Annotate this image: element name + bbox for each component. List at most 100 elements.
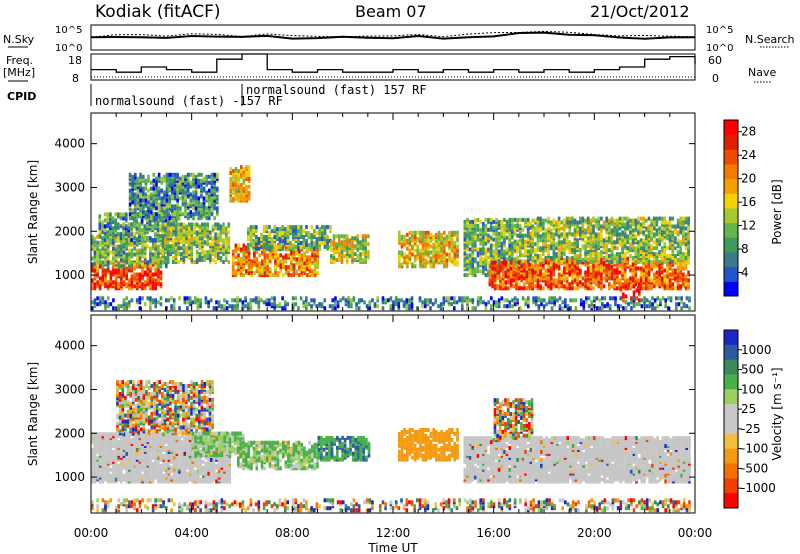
range-time-cell (529, 253, 533, 258)
range-time-cell (663, 284, 667, 289)
range-time-cell (340, 234, 344, 239)
range-time-cell (130, 222, 133, 227)
range-time-cell (637, 266, 640, 271)
range-time-cell (474, 227, 477, 232)
range-time-cell (589, 218, 593, 223)
range-time-cell (96, 268, 99, 273)
range-time-cell (513, 217, 517, 222)
range-time-cell (511, 251, 514, 256)
range-time-cell (313, 240, 316, 245)
range-time-cell (149, 246, 152, 251)
range-time-cell (224, 240, 228, 245)
range-time-cell (539, 260, 542, 265)
range-time-cell (684, 220, 688, 225)
range-time-cell (128, 268, 131, 273)
range-time-cell (109, 260, 113, 265)
range-time-cell (284, 238, 287, 243)
range-time-cell (114, 212, 117, 217)
range-time-cell (192, 194, 195, 199)
range-time-cell (565, 238, 569, 243)
range-time-cell (286, 225, 290, 230)
range-time-cell (222, 252, 225, 257)
range-time-cell (450, 256, 454, 261)
range-time-cell (629, 242, 632, 247)
range-time-cell (525, 272, 529, 277)
range-time-cell (125, 302, 128, 307)
range-time-cell (613, 240, 616, 245)
range-time-cell (217, 232, 220, 237)
range-time-cell (584, 248, 587, 253)
range-time-cell (128, 188, 132, 193)
range-time-cell (252, 225, 255, 230)
range-time-cell (302, 229, 306, 234)
range-time-cell (479, 247, 482, 252)
range-time-cell (663, 278, 667, 283)
range-time-cell (315, 231, 319, 236)
range-time-cell (237, 194, 240, 199)
range-time-cell (193, 240, 196, 245)
range-time-cell (139, 194, 142, 199)
range-time-cell (523, 286, 526, 291)
range-time-cell (600, 242, 603, 247)
range-time-cell (217, 222, 220, 227)
range-time-cell (526, 217, 530, 222)
range-time-cell (468, 227, 472, 232)
range-time-cell (139, 172, 142, 177)
range-time-cell (232, 169, 235, 174)
range-time-cell (584, 240, 587, 245)
range-time-cell (647, 264, 651, 269)
range-time-cell (179, 206, 182, 211)
range-time-cell (130, 252, 134, 257)
range-time-cell (493, 266, 497, 271)
range-time-cell (684, 274, 688, 279)
range-time-cell (217, 236, 220, 241)
range-time-cell (96, 296, 99, 301)
range-time-cell (289, 240, 292, 245)
range-time-cell (645, 242, 648, 247)
range-time-cell (638, 282, 641, 287)
range-time-cell (187, 238, 191, 243)
range-time-cell (507, 286, 510, 291)
range-time-cell (479, 255, 482, 260)
range-time-cell (536, 262, 540, 267)
range-time-cell (650, 226, 653, 231)
range-time-cell (534, 242, 537, 247)
range-time-cell (413, 248, 417, 253)
range-time-cell (213, 192, 216, 197)
range-time-cell (203, 254, 207, 259)
range-time-cell (151, 238, 154, 243)
range-time-cell (679, 256, 682, 260)
range-time-cell (241, 300, 245, 305)
range-time-cell (188, 296, 192, 301)
range-time-cell (141, 244, 144, 249)
range-time-cell (276, 244, 279, 249)
range-time-cell (671, 224, 675, 229)
range-time-cell (515, 268, 518, 273)
range-time-cell (549, 228, 553, 233)
range-time-cell (257, 304, 261, 309)
range-time-cell (427, 242, 430, 247)
range-time-cell (492, 255, 496, 260)
range-time-cell (631, 228, 635, 233)
range-time-cell (196, 304, 200, 309)
range-time-cell (131, 200, 134, 205)
range-time-cell (245, 255, 248, 260)
range-time-cell (179, 184, 182, 189)
range-time-cell (136, 212, 140, 217)
range-time-cell (144, 178, 148, 183)
range-time-cell (91, 240, 94, 245)
range-time-cell (563, 258, 566, 262)
range-time-cell (613, 260, 616, 264)
range-time-cell (403, 252, 406, 257)
range-time-cell (684, 232, 688, 237)
range-time-cell (182, 236, 186, 241)
range-time-cell (684, 256, 688, 260)
range-time-cell (655, 222, 659, 227)
range-time-cell (281, 231, 284, 236)
range-time-cell (679, 262, 682, 267)
range-time-cell (629, 236, 632, 241)
range-time-cell (592, 216, 595, 221)
range-time-cell (297, 233, 300, 237)
range-time-cell (525, 286, 529, 291)
range-time-cell (568, 256, 571, 261)
